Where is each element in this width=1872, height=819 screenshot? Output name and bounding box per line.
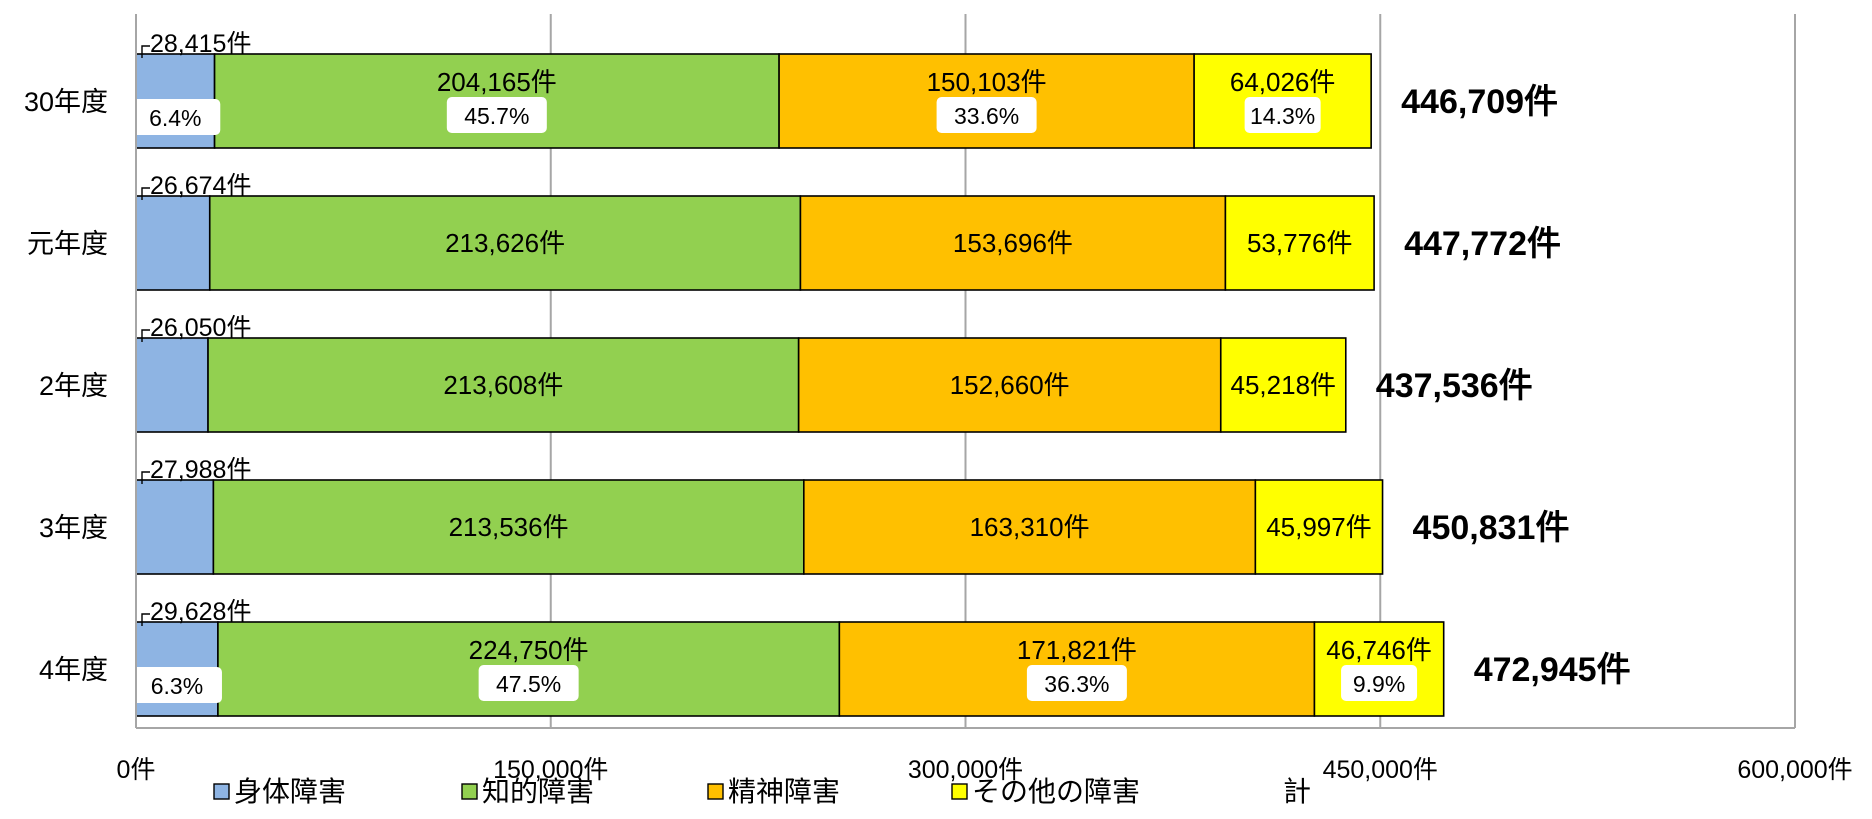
data-label: 45,218件 [1231,370,1337,400]
bar-segment [212,479,805,575]
data-label: 26,674件 [150,172,251,200]
data-label: 152,660件 [950,370,1070,400]
pct-label-box [478,665,579,701]
pct-label-box [936,97,1037,133]
pct-label-box [131,667,222,703]
leader-line [141,187,150,200]
legend-label: 身体障害 [234,776,346,807]
x-tick-label: 300,000件 [908,756,1023,784]
axes: 0件 150,000件 300,000件 450,000件 600,000件 30年度元年… [24,14,1853,784]
legend-label-total: 計 [1283,776,1311,807]
legend-label: その他の障害 [972,776,1140,807]
data-label: 27,988件 [150,456,251,484]
bar-segment [135,195,211,291]
pct-label: 9.9% [1353,671,1405,697]
data-label: 171,821件 [1017,635,1137,665]
data-label: 204,165件 [437,67,557,97]
pct-label-box [1244,97,1321,133]
category-label: 30年度 [24,87,108,117]
pct-label: 36.3% [1044,671,1109,697]
total-label: 446,709件 [1401,83,1558,121]
pct-label-box [1341,665,1418,701]
bar-segment [1254,479,1384,575]
pct-label: 6.4% [149,105,201,131]
bar-segment [135,479,215,575]
pct-label: 6.3% [151,673,203,699]
pct-label-box [130,99,221,135]
data-label: 224,750件 [469,635,589,665]
pct-label: 47.5% [496,671,561,697]
legend-label: 精神障害 [728,776,840,807]
bar-segment [1224,195,1375,291]
leader-line [141,329,150,342]
legend-swatch [213,783,230,800]
category-label: 3年度 [39,513,108,543]
data-label: 45,997件 [1266,512,1372,542]
data-label: 153,696件 [953,228,1073,258]
legend-label: 知的障害 [482,776,594,807]
leader-line [141,613,150,626]
legend: 身体障害 知的障害 精神障害 その他の障害 計 [213,776,1311,807]
data-label: 163,310件 [970,512,1090,542]
data-label: 28,415件 [150,30,251,58]
data-label: 64,026件 [1230,67,1336,97]
total-label: 450,831件 [1413,509,1570,547]
x-tick-label: 450,000件 [1323,756,1438,784]
pct-label-box [446,97,547,133]
bar-segment [208,195,802,291]
pct-label-box [1026,665,1127,701]
data-label: 46,746件 [1326,635,1432,665]
legend-swatch [461,783,478,800]
labels: 28,415件 6.4% 204,165件 45.7% 150,103件 33.6% 64,… [130,30,1631,703]
x-tick-label: 0件 [117,756,156,784]
leader-line [141,471,150,484]
x-tick-label: 150,000件 [493,756,608,784]
pct-label: 14.3% [1250,103,1315,129]
bar-segment [1219,337,1347,433]
data-label: 213,608件 [443,370,563,400]
data-label: 26,050件 [150,314,251,342]
category-label: 2年度 [39,371,108,401]
bar-segment [797,337,1222,433]
total-label: 472,945件 [1474,651,1631,689]
bar-segment [207,337,800,433]
data-label: 150,103件 [927,67,1047,97]
total-label: 447,772件 [1404,225,1561,263]
x-tick-label: 600,000件 [1737,756,1852,784]
total-label: 437,536件 [1376,367,1533,405]
legend-swatch [951,783,968,800]
legend-swatch [707,783,724,800]
data-label: 213,536件 [449,512,569,542]
data-label: 53,776件 [1247,228,1353,258]
pct-label: 45.7% [464,103,529,129]
category-label: 4年度 [39,655,108,685]
data-label: 29,628件 [150,598,251,626]
category-label: 元年度 [27,229,108,259]
bar-segment [135,337,209,433]
data-label: 213,626件 [445,228,565,258]
leader-line [141,45,150,58]
pct-label: 33.6% [954,103,1019,129]
